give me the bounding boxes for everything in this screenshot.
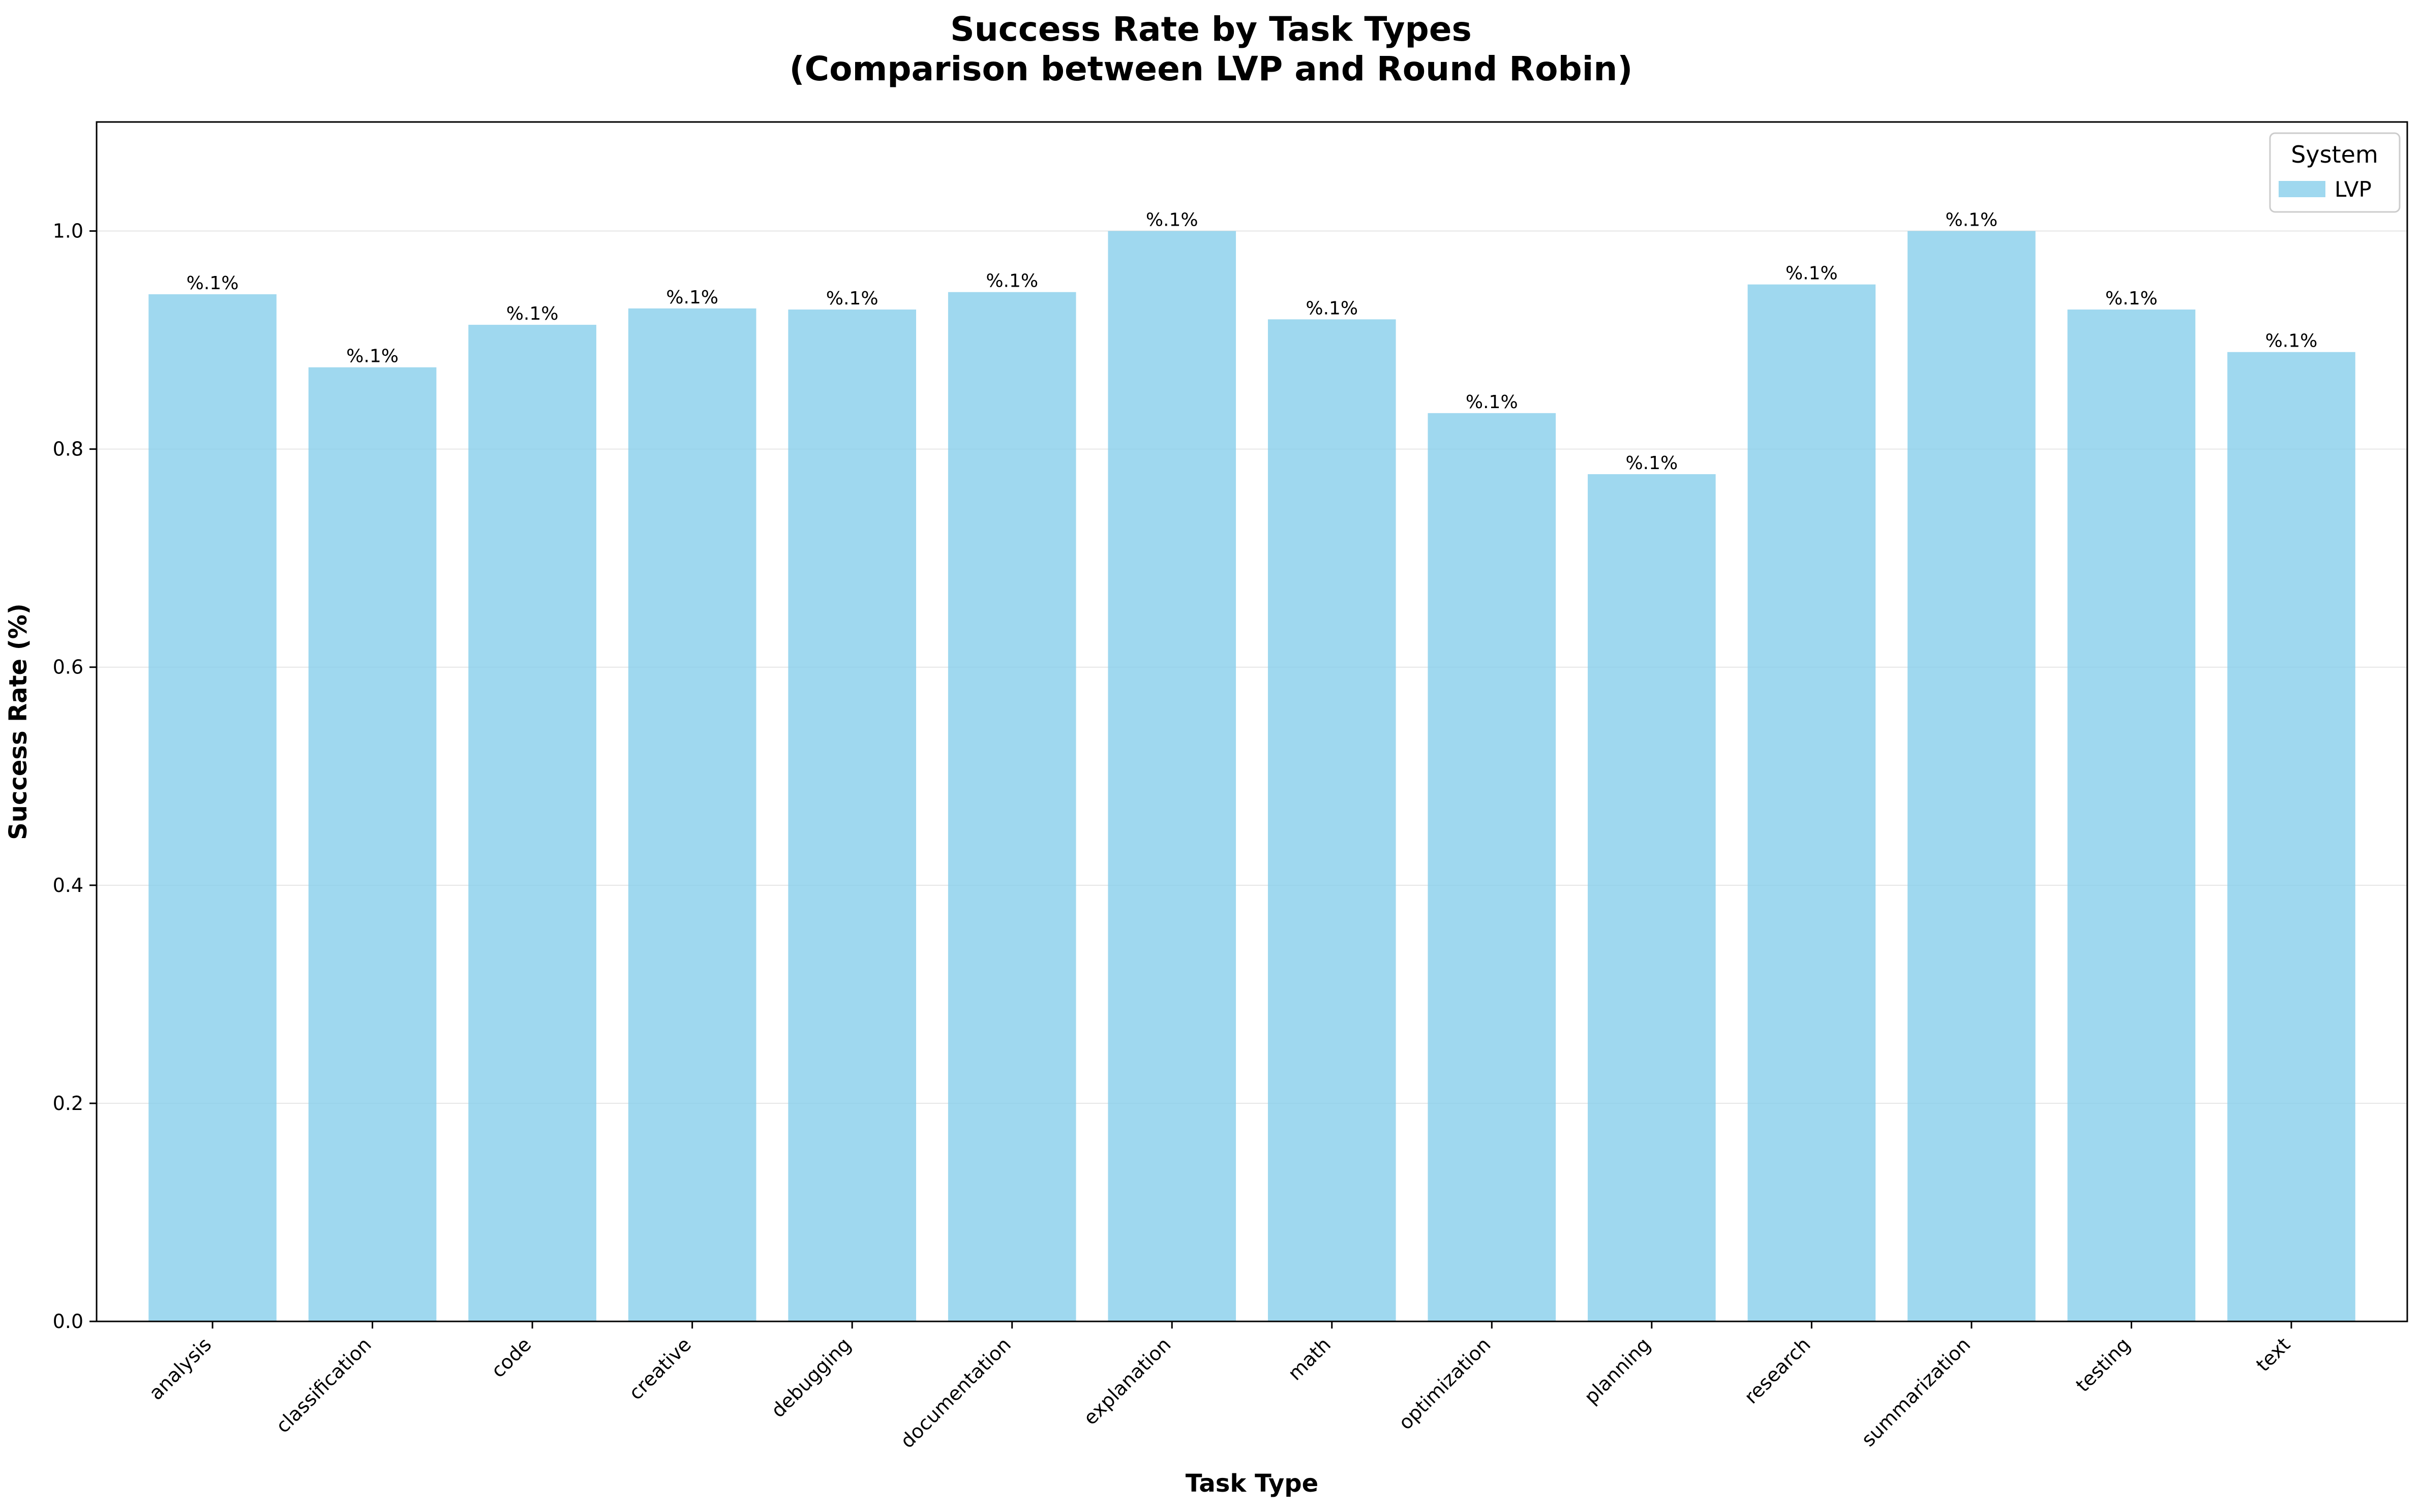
chart-title: Success Rate by Task Types [950, 10, 1472, 49]
bar [1267, 319, 1396, 1321]
bar [1908, 231, 2036, 1322]
x-axis-label: Task Type [1186, 1469, 1318, 1498]
x-tick-label: optimization [1394, 1333, 1495, 1434]
bar [1108, 231, 1236, 1322]
data-labels: %.1% %.1% %.1% %.1% %.1% %.1% %.1% %.1% %.1% %.1%… [187, 210, 2318, 474]
bar-value-label: %.1% [1146, 210, 1198, 231]
x-tick-label: code [487, 1333, 536, 1382]
plot-area [96, 121, 2408, 1322]
x-axis: analysis classification code creative debugg… [144, 1321, 2294, 1453]
bar-value-label: %.1% [826, 288, 879, 309]
y-tick-label: 0.0 [53, 1310, 83, 1333]
y-tick-label: 0.2 [53, 1092, 83, 1115]
x-tick-label: research [1740, 1333, 1814, 1408]
x-tick-label: documentation [896, 1333, 1015, 1453]
bar [1588, 474, 1716, 1321]
legend-title: System [2291, 141, 2378, 168]
grid-lines [97, 230, 2407, 1322]
bar-value-label: %.1% [1785, 263, 1838, 284]
bar [468, 325, 596, 1321]
x-tick-label: testing [2072, 1333, 2135, 1396]
bar-value-label: %.1% [346, 346, 399, 367]
y-axis-label: Success Rate (%) [4, 603, 33, 840]
bar-value-label: %.1% [2265, 331, 2318, 352]
bar [628, 308, 756, 1321]
bar [308, 367, 437, 1321]
legend: System LVP [2269, 132, 2401, 213]
bar-value-label: %.1% [666, 287, 718, 308]
bar-value-label: %.1% [2105, 288, 2158, 309]
bar-value-label: %.1% [986, 271, 1038, 292]
bar-value-label: %.1% [506, 303, 559, 324]
x-tick-label: text [2252, 1333, 2294, 1376]
bar-value-label: %.1% [1466, 392, 1518, 413]
x-tick-label: creative [624, 1333, 695, 1404]
y-tick-label: 0.4 [53, 874, 83, 897]
x-tick-label: explanation [1079, 1333, 1175, 1429]
bar [948, 292, 1076, 1321]
bars [148, 231, 2355, 1322]
legend-swatch-lvp [2279, 181, 2325, 197]
bar-value-label: %.1% [187, 273, 239, 294]
x-tick-label: classification [271, 1333, 376, 1437]
bar [788, 310, 916, 1321]
x-tick-label: planning [1580, 1333, 1655, 1408]
legend-label-lvp: LVP [2335, 177, 2372, 202]
bar-value-label: %.1% [1306, 298, 1358, 319]
bar [148, 294, 277, 1321]
y-tick-label: 1.0 [53, 220, 83, 242]
x-tick-label: analysis [144, 1333, 216, 1404]
bar-value-label: %.1% [1946, 210, 1998, 231]
x-tick-label: summarization [1857, 1333, 1975, 1451]
y-tick-label: 0.6 [53, 656, 83, 678]
bar [1747, 284, 1876, 1321]
bar [2227, 352, 2355, 1321]
x-tick-label: math [1284, 1333, 1335, 1384]
x-tick-label: debugging [767, 1333, 855, 1422]
y-axis: 0.0 0.2 0.4 0.6 0.8 1.0 [53, 220, 97, 1333]
bar [1428, 413, 1556, 1321]
y-tick-label: 0.8 [53, 438, 83, 460]
bar-value-label: %.1% [1625, 453, 1678, 474]
chart-subtitle: (Comparison between LVP and Round Robin) [790, 49, 1633, 88]
bar [2067, 310, 2196, 1321]
